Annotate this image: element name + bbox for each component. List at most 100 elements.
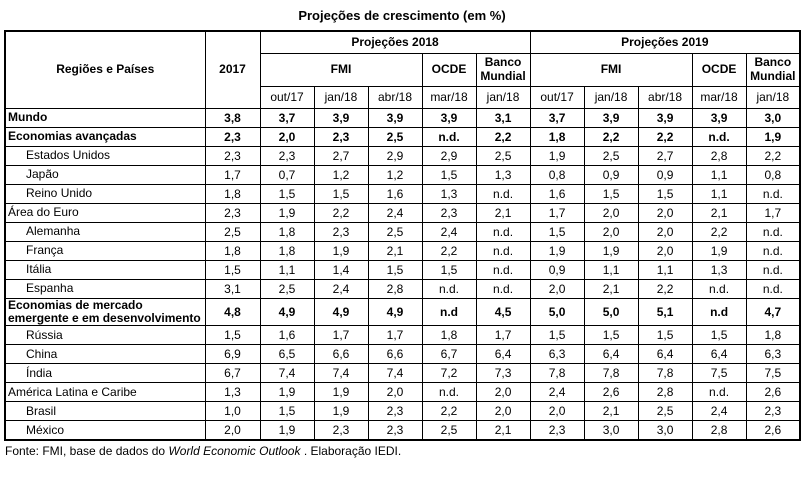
value-cell: n.d. bbox=[475, 241, 531, 261]
value-cell: 2,6 bbox=[583, 382, 639, 403]
value-cell: 0,9 bbox=[637, 165, 693, 185]
value-cell: 6,6 bbox=[313, 344, 369, 365]
growth-projections-table: Regiões e Países 2017 Projeções 2018 Pro… bbox=[4, 30, 802, 442]
value-cell: 2,5 bbox=[583, 146, 639, 166]
value-cell: 2,1 bbox=[475, 420, 531, 441]
value-cell: 2,0 bbox=[637, 203, 693, 223]
agency-header-fmi: FMI bbox=[259, 53, 423, 87]
value-cell: 7,4 bbox=[259, 363, 315, 384]
value-cell: 2,2 bbox=[313, 203, 369, 223]
table-row: Alemanha 2,5 1,8 2,3 2,5 2,4 n.d. 1,5 2,0 2,0 2,2 n… bbox=[4, 222, 801, 242]
row-label: Mundo bbox=[4, 108, 206, 128]
year-2017-column-header: 2017 bbox=[204, 30, 261, 109]
agency-header-ocde: OCDE bbox=[691, 53, 747, 87]
agency-header-banco-mundial: Banco Mundial bbox=[475, 53, 531, 87]
row-label: França bbox=[4, 241, 206, 261]
value-cell: 7,5 bbox=[691, 363, 747, 384]
agency-header-banco-mundial: Banco Mundial bbox=[745, 53, 801, 87]
value-cell: 1,5 bbox=[259, 401, 315, 422]
value-cell: 1,5 bbox=[583, 325, 639, 346]
value-cell: 4,7 bbox=[745, 297, 801, 327]
value-cell: 3,1 bbox=[204, 279, 261, 299]
value-cell: 2,0 bbox=[259, 127, 315, 147]
table-row: América Latina e Caribe 1,3 1,9 1,9 2,0 n.d. 2… bbox=[4, 382, 801, 403]
value-cell: 2,2 bbox=[637, 279, 693, 299]
value-cell: 1,5 bbox=[529, 222, 585, 242]
value-cell: 4,9 bbox=[259, 297, 315, 327]
value-cell: 1,2 bbox=[313, 165, 369, 185]
value-cell: 2,4 bbox=[313, 279, 369, 299]
table-row: China 6,9 6,5 6,6 6,6 6,7 6,4 6,3 6,4 6,4 6,4 6,3 bbox=[4, 344, 801, 365]
value-cell: 2,0 bbox=[529, 401, 585, 422]
value-cell: 6,4 bbox=[475, 344, 531, 365]
value-cell: 3,1 bbox=[475, 108, 531, 128]
value-cell: 2,0 bbox=[637, 222, 693, 242]
value-cell: n.d. bbox=[745, 184, 801, 204]
value-cell: 2,7 bbox=[313, 146, 369, 166]
value-cell: 3,9 bbox=[421, 108, 477, 128]
value-cell: n.d. bbox=[475, 222, 531, 242]
value-cell: 2,0 bbox=[475, 401, 531, 422]
value-cell: 2,3 bbox=[529, 420, 585, 441]
group-header-row: Regiões e Países 2017 Projeções 2018 Pro… bbox=[4, 30, 801, 109]
value-cell: n.d. bbox=[745, 279, 801, 299]
value-cell: 2,4 bbox=[529, 382, 585, 403]
value-cell: 6,6 bbox=[367, 344, 423, 365]
row-label: China bbox=[4, 344, 206, 365]
value-cell: 4,9 bbox=[313, 297, 369, 327]
table-row: Economias avançadas 2,3 2,0 2,3 2,5 n.d. 2,2 1,… bbox=[4, 127, 801, 147]
value-cell: 2,1 bbox=[691, 203, 747, 223]
row-label: Estados Unidos bbox=[4, 146, 206, 166]
row-label: México bbox=[4, 420, 206, 441]
projections-2019-header: Projeções 2019 bbox=[529, 30, 801, 54]
value-cell: 6,3 bbox=[529, 344, 585, 365]
value-cell: 2,2 bbox=[637, 127, 693, 147]
value-cell: 3,9 bbox=[367, 108, 423, 128]
value-cell: n.d bbox=[691, 297, 747, 327]
value-cell: 1,6 bbox=[367, 184, 423, 204]
table-row: México 2,0 1,9 2,3 2,3 2,5 2,1 2,3 3,0 3,0 2,8 2,6 bbox=[4, 420, 801, 441]
value-cell: 1,3 bbox=[475, 165, 531, 185]
value-cell: 3,9 bbox=[313, 108, 369, 128]
value-cell: 2,0 bbox=[367, 382, 423, 403]
value-cell: 1,7 bbox=[367, 325, 423, 346]
value-cell: 7,4 bbox=[367, 363, 423, 384]
agency-header-fmi: FMI bbox=[529, 53, 693, 87]
value-cell: 0,9 bbox=[583, 165, 639, 185]
value-cell: 2,4 bbox=[367, 203, 423, 223]
value-cell: 1,3 bbox=[204, 382, 261, 403]
value-cell: 1,9 bbox=[259, 420, 315, 441]
value-cell: 1,5 bbox=[529, 325, 585, 346]
value-cell: n.d. bbox=[745, 260, 801, 280]
agency-header-ocde: OCDE bbox=[421, 53, 477, 87]
source-note-prefix: Fonte: FMI, base de dados do bbox=[5, 444, 169, 459]
date-header: mar/18 bbox=[691, 86, 747, 109]
value-cell: n.d. bbox=[745, 222, 801, 242]
value-cell: 1,2 bbox=[367, 165, 423, 185]
row-label: Economias avançadas bbox=[4, 127, 206, 147]
value-cell: 1,8 bbox=[259, 222, 315, 242]
value-cell: 1,5 bbox=[313, 184, 369, 204]
value-cell: 3,9 bbox=[583, 108, 639, 128]
value-cell: 2,3 bbox=[313, 222, 369, 242]
value-cell: 2,0 bbox=[637, 241, 693, 261]
value-cell: 1,8 bbox=[204, 184, 261, 204]
value-cell: 1,5 bbox=[583, 184, 639, 204]
value-cell: 2,5 bbox=[259, 279, 315, 299]
row-label: América Latina e Caribe bbox=[4, 382, 206, 403]
value-cell: 7,3 bbox=[475, 363, 531, 384]
value-cell: 2,5 bbox=[421, 420, 477, 441]
value-cell: 2,6 bbox=[745, 382, 801, 403]
value-cell: 1,5 bbox=[204, 325, 261, 346]
date-header: out/17 bbox=[529, 86, 585, 109]
value-cell: 1,5 bbox=[367, 260, 423, 280]
value-cell: 1,5 bbox=[259, 184, 315, 204]
value-cell: 7,5 bbox=[745, 363, 801, 384]
value-cell: n.d. bbox=[421, 279, 477, 299]
date-header: abr/18 bbox=[637, 86, 693, 109]
row-label: Índia bbox=[4, 363, 206, 384]
value-cell: 2,2 bbox=[691, 222, 747, 242]
value-cell: 2,0 bbox=[529, 279, 585, 299]
value-cell: 4,5 bbox=[475, 297, 531, 327]
value-cell: 1,4 bbox=[313, 260, 369, 280]
